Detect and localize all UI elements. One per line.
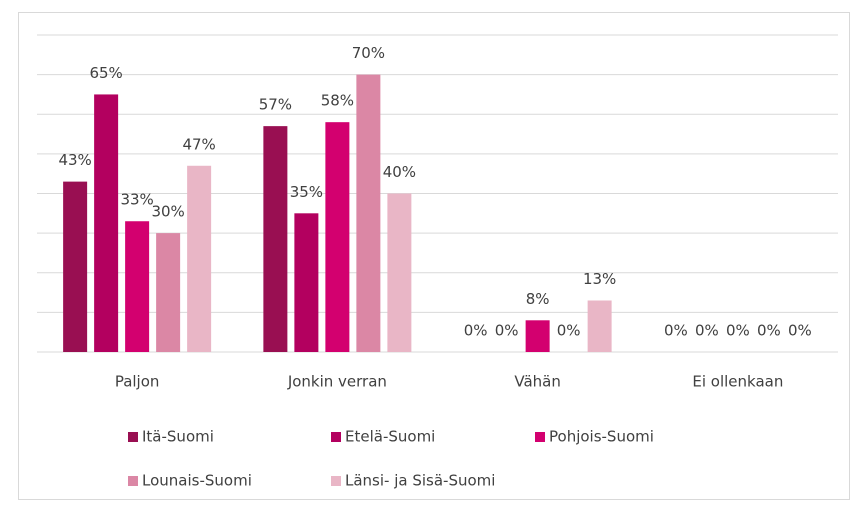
data-label: 65% bbox=[89, 64, 122, 82]
legend-label: Pohjois-Suomi bbox=[549, 428, 654, 446]
data-label: 0% bbox=[726, 322, 750, 340]
legend-label: Itä-Suomi bbox=[142, 428, 214, 446]
legend-swatch bbox=[331, 432, 341, 442]
x-tick-label: Vähän bbox=[514, 373, 561, 391]
bar bbox=[94, 94, 119, 352]
bar bbox=[356, 74, 381, 352]
data-label: 35% bbox=[290, 183, 323, 201]
bar bbox=[187, 165, 212, 352]
bar bbox=[325, 122, 350, 352]
data-label: 0% bbox=[557, 322, 581, 340]
data-label: 13% bbox=[583, 270, 616, 288]
bar bbox=[156, 233, 181, 352]
data-label: 33% bbox=[120, 191, 153, 209]
x-tick-label: Jonkin verran bbox=[287, 373, 387, 391]
legend-swatch bbox=[128, 432, 138, 442]
legend-label: Lounais-Suomi bbox=[142, 472, 252, 490]
data-label: 58% bbox=[321, 92, 354, 110]
data-label: 0% bbox=[788, 322, 812, 340]
data-label: 8% bbox=[526, 290, 550, 308]
data-label: 40% bbox=[383, 163, 416, 181]
bar bbox=[294, 213, 319, 352]
legend-swatch bbox=[128, 476, 138, 486]
data-label: 0% bbox=[464, 322, 488, 340]
legend-swatch bbox=[535, 432, 545, 442]
data-label: 0% bbox=[495, 322, 519, 340]
data-label: 0% bbox=[757, 322, 781, 340]
legend-label: Länsi- ja Sisä-Suomi bbox=[345, 472, 495, 490]
x-tick-label: Ei ollenkaan bbox=[692, 373, 783, 391]
bar bbox=[125, 221, 150, 352]
legend-label: Etelä-Suomi bbox=[345, 428, 435, 446]
legend-swatch bbox=[331, 476, 341, 486]
x-tick-label: Paljon bbox=[115, 373, 160, 391]
data-label: 0% bbox=[664, 322, 688, 340]
data-label: 57% bbox=[259, 96, 292, 114]
bar bbox=[587, 300, 612, 352]
data-label: 30% bbox=[151, 203, 184, 221]
data-label: 43% bbox=[58, 151, 91, 169]
bar bbox=[525, 320, 550, 352]
data-label: 70% bbox=[352, 44, 385, 62]
bar bbox=[263, 126, 288, 352]
data-label: 47% bbox=[182, 135, 215, 153]
bar bbox=[387, 193, 412, 352]
data-label: 0% bbox=[695, 322, 719, 340]
bar bbox=[63, 181, 88, 352]
